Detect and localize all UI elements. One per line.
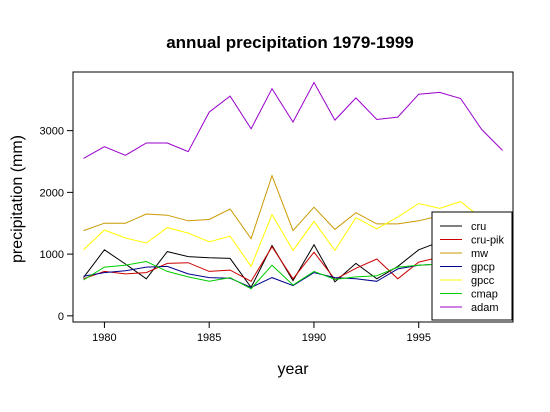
plot-frame: [72, 71, 514, 323]
legend-label-gpcc: gpcc: [471, 275, 495, 287]
y-axis: 0 1000 2000 3000: [40, 126, 73, 323]
legend-label-adam: adam: [471, 302, 499, 314]
series-line-gpcc: [83, 201, 503, 268]
x-tick-label: 1980: [92, 332, 116, 344]
legend-label-gpcp: gpcp: [471, 262, 495, 274]
y-tick-label: 2000: [40, 187, 64, 199]
legend-label-mw: mw: [471, 248, 488, 260]
legend-label-cmap: cmap: [471, 289, 498, 301]
x-tick-label: 1990: [302, 332, 326, 344]
y-tick-label: 0: [58, 311, 64, 323]
y-axis-label: precipitation (mm): [9, 135, 26, 263]
legend-label-cru: cru: [471, 221, 486, 233]
x-axis-label: year: [277, 361, 309, 378]
legend-label-cru-pik: cru-pik: [471, 235, 505, 247]
series-line-adam: [83, 81, 503, 159]
x-axis: 1980 1985 1990 1995: [92, 322, 431, 344]
y-tick-label: 1000: [40, 249, 64, 261]
x-tick-label: 1995: [406, 332, 430, 344]
y-tick-label: 3000: [40, 126, 64, 138]
chart-title: annual precipitation 1979-1999: [166, 33, 414, 52]
x-tick-label: 1985: [197, 332, 221, 344]
